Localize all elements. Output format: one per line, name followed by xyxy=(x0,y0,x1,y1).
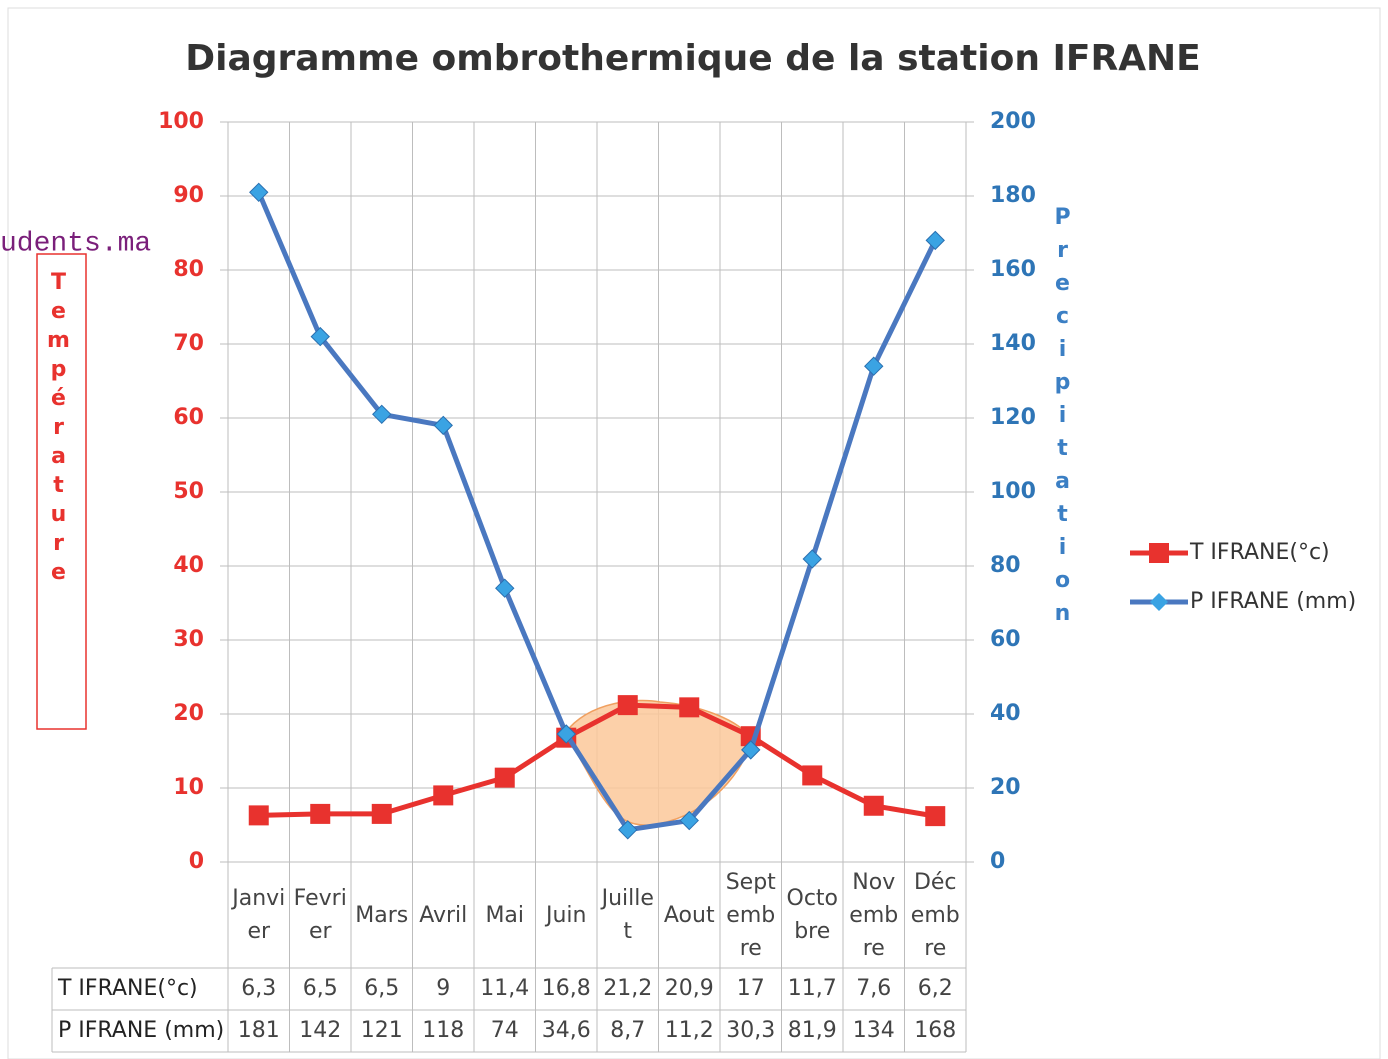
marker xyxy=(310,803,331,824)
marker xyxy=(249,182,269,203)
legend-label: P IFRANE (mm) xyxy=(1190,589,1356,614)
x-tick-label: Juillet xyxy=(601,886,654,944)
x-tick-label: Octobre xyxy=(786,886,839,944)
y2-axis-label: Precipitation xyxy=(1050,205,1075,634)
chart-title: Diagramme ombrothermique de la station I… xyxy=(185,38,1201,79)
series-line xyxy=(256,191,938,833)
table-value: 11,4 xyxy=(480,976,529,1001)
table-value: 11,2 xyxy=(665,1018,714,1043)
y-axis-label: Température xyxy=(46,270,71,589)
x-tick-label: Janvier xyxy=(232,886,286,944)
legend-marker xyxy=(1150,593,1168,611)
x-tick-label: Septembre xyxy=(725,869,776,961)
table-value: 121 xyxy=(361,1018,403,1043)
y2-tick-label: 160 xyxy=(990,257,1036,282)
marker xyxy=(310,326,330,347)
table-value: 8,7 xyxy=(610,1018,645,1043)
table-value: 16,8 xyxy=(542,976,591,1001)
marker xyxy=(618,820,638,840)
y-tick-label: 70 xyxy=(173,331,204,356)
marker xyxy=(679,810,699,831)
table-value: 6,2 xyxy=(918,976,953,1001)
table-value: 17 xyxy=(737,976,765,1001)
y2-tick-label: 180 xyxy=(990,183,1036,208)
y2-tick-label: 100 xyxy=(990,479,1036,504)
table-value: 81,9 xyxy=(788,1018,837,1043)
series-line xyxy=(258,702,936,819)
y2-tick-label: 140 xyxy=(990,331,1036,356)
table-value: 6,5 xyxy=(303,976,338,1001)
legend-marker xyxy=(1149,543,1169,563)
x-tick-label: Aout xyxy=(663,902,715,928)
y-tick-label: 0 xyxy=(189,849,204,874)
y-tick-label: 20 xyxy=(173,701,204,726)
marker xyxy=(556,724,576,744)
table-value: 168 xyxy=(914,1018,956,1043)
y-tick-label: 10 xyxy=(173,775,204,800)
marker xyxy=(925,806,946,827)
table-value: 20,9 xyxy=(665,976,714,1001)
marker xyxy=(617,695,638,716)
y2-tick-label: 200 xyxy=(990,109,1036,134)
marker xyxy=(248,805,269,826)
y2-tick-label: 120 xyxy=(990,405,1036,430)
marker xyxy=(494,767,515,788)
x-tick-label: Mai xyxy=(485,902,525,928)
y-tick-label: 90 xyxy=(173,183,204,208)
marker xyxy=(495,578,515,598)
y2-tick-label: 0 xyxy=(990,849,1005,874)
y-tick-label: 40 xyxy=(173,553,204,578)
marker xyxy=(433,415,453,436)
table-value: 142 xyxy=(299,1018,341,1043)
x-tick-label: Décembre xyxy=(910,869,960,961)
x-tick-label: Juin xyxy=(546,902,587,928)
marker xyxy=(433,785,454,806)
x-tick-label: Avril xyxy=(419,902,468,928)
table-row-label: P IFRANE (mm) xyxy=(58,1018,224,1043)
y2-tick-label: 20 xyxy=(990,775,1021,800)
table-value: 118 xyxy=(422,1018,464,1043)
y-tick-label: 100 xyxy=(158,109,204,134)
y2-tick-label: 40 xyxy=(990,701,1021,726)
marker xyxy=(372,404,392,425)
ylabel-box xyxy=(36,253,87,730)
y2-tick-label: 60 xyxy=(990,627,1021,652)
marker xyxy=(864,356,884,376)
marker xyxy=(925,230,945,251)
legend-label: T IFRANE(°c) xyxy=(1189,540,1330,565)
y-tick-label: 80 xyxy=(173,257,204,282)
x-tick-label: Novembre xyxy=(849,869,899,961)
y2-tick-label: 80 xyxy=(990,553,1021,578)
table-value: 74 xyxy=(491,1018,519,1043)
table-value: 9 xyxy=(436,976,450,1001)
table-value: 7,6 xyxy=(856,976,891,1001)
x-tick-label: Mars xyxy=(355,902,409,928)
table-value: 6,3 xyxy=(241,976,276,1001)
x-tick-label: Fevrier xyxy=(293,886,347,944)
marker xyxy=(863,795,884,816)
marker xyxy=(802,765,823,786)
y-tick-label: 60 xyxy=(173,405,204,430)
marker xyxy=(741,740,761,760)
y-tick-label: 50 xyxy=(173,479,204,504)
table-value: 181 xyxy=(238,1018,280,1043)
table-value: 134 xyxy=(853,1018,895,1043)
y-tick-label: 30 xyxy=(173,627,204,652)
marker xyxy=(802,549,822,569)
marker xyxy=(679,697,700,718)
table-row-label: T IFRANE(°c) xyxy=(57,976,198,1001)
table-value: 6,5 xyxy=(364,976,399,1001)
table-value: 34,6 xyxy=(542,1018,591,1043)
chart-frame xyxy=(7,7,1381,1059)
table-value: 11,7 xyxy=(788,976,837,1001)
marker xyxy=(371,803,392,824)
table-value: 30,3 xyxy=(726,1018,775,1043)
table-value: 21,2 xyxy=(603,976,652,1001)
dry-season xyxy=(564,699,753,826)
